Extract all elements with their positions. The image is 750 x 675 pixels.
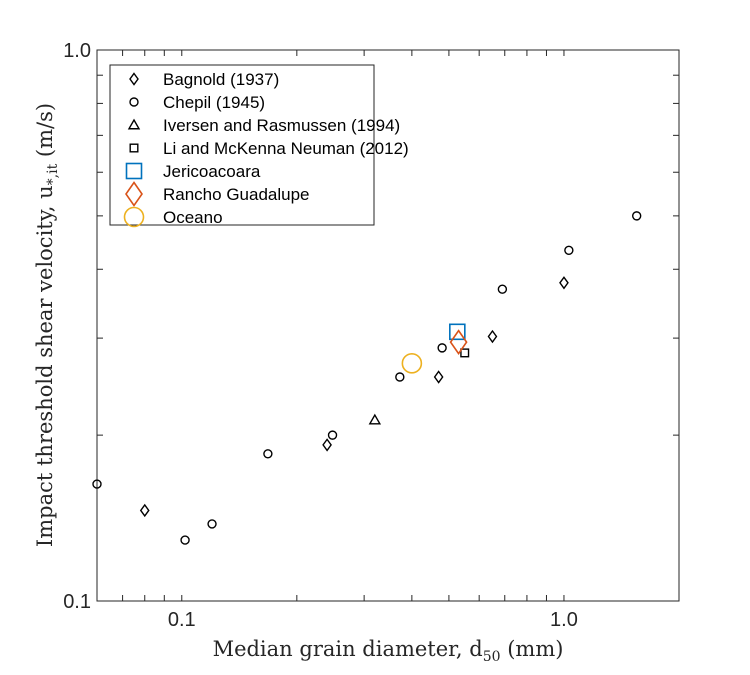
point-chepil-1945	[395, 372, 405, 382]
y-tick-label: 0.1	[63, 591, 91, 613]
x-axis-label-subscript: 50	[483, 649, 501, 665]
point-chepil-1945	[437, 343, 447, 353]
point-chepil-1945	[263, 449, 273, 459]
point-chepil-1945	[327, 430, 338, 440]
y-tick-label: 1.0	[63, 40, 91, 62]
y-axis-label-unit: (m/s)	[33, 103, 57, 164]
legend-label-rancho-guadalupe: Rancho Guadalupe	[163, 185, 310, 204]
legend-marker-bagnold-1937	[129, 72, 139, 86]
point-chepil-1945	[92, 479, 102, 489]
point-bagnold-1937	[433, 370, 444, 384]
point-bagnold-1937	[559, 276, 569, 290]
point-jericoacoara	[449, 323, 466, 341]
x-tick-label: 1.0	[550, 609, 578, 631]
legend: Bagnold (1937) Chepil (1945) Iversen and R…	[109, 64, 409, 228]
point-chepil-1945	[631, 211, 642, 221]
point-bagnold-1937	[139, 503, 150, 518]
legend-marker-oceano	[123, 206, 145, 228]
y-axis-label-text: Impact threshold shear velocity, u	[33, 185, 57, 547]
point-iversen-and-rasmussen-1994	[368, 413, 382, 425]
legend-marker-jericoacoara	[125, 162, 143, 180]
point-chepil-1945	[180, 535, 190, 545]
point-bagnold-1937	[322, 438, 332, 452]
y-axis-label: Impact threshold shear velocity, u*,it (…	[33, 103, 61, 547]
point-chepil-1945	[497, 284, 508, 294]
point-li-and-mckenna-neuman-2012	[460, 348, 470, 358]
legend-label-chepil-1945: Chepil (1945)	[163, 93, 265, 112]
legend-marker-iversen-and-rasmussen-1994	[127, 118, 141, 130]
point-oceano	[401, 353, 423, 374]
legend-marker-li-and-mckenna-neuman-2012	[129, 143, 139, 153]
point-chepil-1945	[207, 519, 217, 529]
x-tick-label: 0.1	[168, 609, 196, 631]
legend-label-jericoacoara: Jericoacoara	[163, 162, 261, 181]
axis-ticks: 0.1 1.0 0.1 1.0	[63, 40, 680, 631]
legend-marker-rancho-guadalupe	[125, 181, 143, 207]
legend-label-iversen-and-rasmussen-1994: Iversen and Rasmussen (1994)	[163, 116, 400, 135]
legend-label-bagnold-1937: Bagnold (1937)	[163, 70, 279, 89]
x-axis-label-unit: (mm)	[501, 637, 564, 661]
y-axis-label-subscript: *,it	[45, 163, 61, 185]
legend-marker-chepil-1945	[129, 97, 139, 107]
legend-label-oceano: Oceano	[163, 208, 223, 227]
point-bagnold-1937	[487, 329, 498, 344]
legend-label-li-and-mckenna-neuman-2012: Li and McKenna Neuman (2012)	[163, 139, 409, 158]
point-chepil-1945	[564, 245, 574, 256]
x-axis-label-text: Median grain diameter, d	[213, 637, 483, 661]
point-rancho-guadalupe	[449, 329, 468, 356]
legend-box	[109, 64, 375, 226]
data-marks	[92, 211, 642, 545]
x-axis-label: Median grain diameter, d50 (mm)	[213, 637, 564, 665]
